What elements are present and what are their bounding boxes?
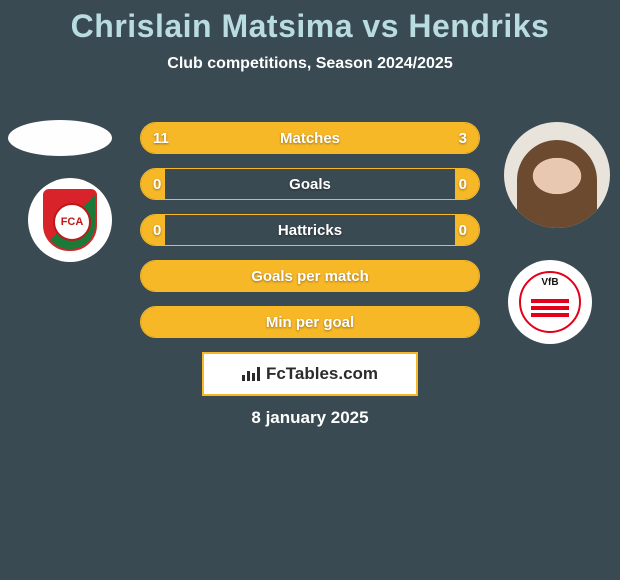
club-crest-right xyxy=(508,260,592,344)
vfb-crest-icon xyxy=(519,271,581,333)
brand-badge: FcTables.com xyxy=(202,352,418,396)
stat-label: Min per goal xyxy=(141,307,479,337)
stat-label: Matches xyxy=(141,123,479,153)
player-left-avatar xyxy=(8,120,112,156)
date-label: 8 january 2025 xyxy=(0,408,620,428)
avatar-face-icon xyxy=(517,140,597,228)
fca-crest-icon xyxy=(41,187,99,253)
player-right-avatar xyxy=(504,122,610,228)
stat-row-hattricks: 0 0 Hattricks xyxy=(140,214,480,246)
stat-row-matches: 11 3 Matches xyxy=(140,122,480,154)
comparison-bars: 11 3 Matches 0 0 Goals 0 0 Hattricks Goa… xyxy=(140,122,480,352)
content: Chrislain Matsima vs Hendriks Club compe… xyxy=(0,0,620,580)
stat-label: Goals xyxy=(141,169,479,199)
brand-text: FcTables.com xyxy=(266,364,378,384)
stat-label: Hattricks xyxy=(141,215,479,245)
bar-chart-icon xyxy=(242,367,260,381)
stat-row-mpg: Min per goal xyxy=(140,306,480,338)
stat-row-goals: 0 0 Goals xyxy=(140,168,480,200)
stat-row-gpm: Goals per match xyxy=(140,260,480,292)
subtitle: Club competitions, Season 2024/2025 xyxy=(0,55,620,73)
stat-label: Goals per match xyxy=(141,261,479,291)
page-title: Chrislain Matsima vs Hendriks xyxy=(0,0,620,45)
club-crest-left xyxy=(28,178,112,262)
